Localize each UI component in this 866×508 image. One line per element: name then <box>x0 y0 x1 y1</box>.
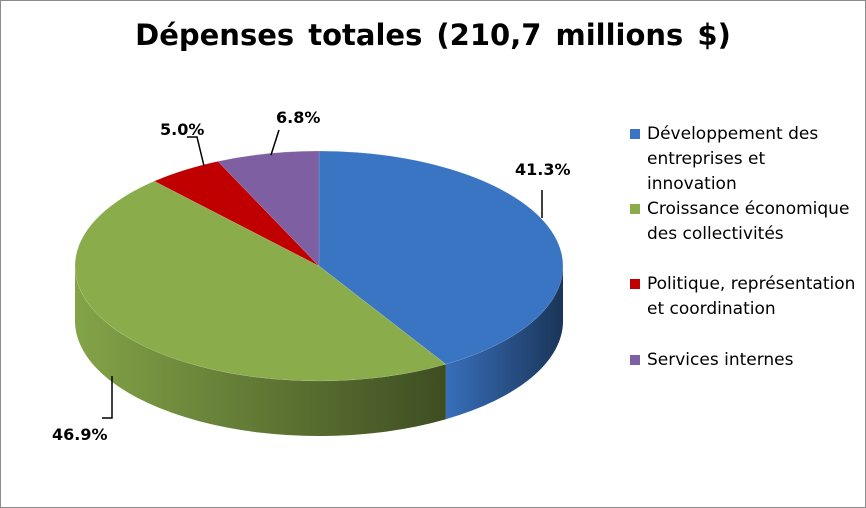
legend-item-services: Services internes <box>630 348 860 373</box>
data-label-developpement: 41.3% <box>515 160 571 179</box>
legend-label: Services internes <box>647 350 794 370</box>
pie-slice-services <box>217 150 320 267</box>
pie-slice-developpement <box>318 150 564 365</box>
legend-swatch <box>630 279 640 289</box>
leader-line-croissance <box>102 376 113 419</box>
leader-line-services <box>270 129 280 156</box>
leader-line-politique <box>187 136 205 167</box>
pie-side-shade-croissance <box>75 266 446 436</box>
data-label-croissance: 46.9% <box>52 425 108 444</box>
legend-item-politique: Politique, représentation et coordinatio… <box>630 272 860 348</box>
legend-item-developpement: Développement des entreprises et innovat… <box>630 122 860 197</box>
pie-slice-croissance <box>74 180 447 382</box>
legend-label: Politique, représentation et coordinatio… <box>647 274 856 319</box>
legend-swatch <box>630 204 640 214</box>
data-label-politique: 5.0% <box>160 120 204 139</box>
legend-label: Croissance économique des collectivités <box>647 199 850 244</box>
legend-label: Développement des entreprises et innovat… <box>647 124 819 194</box>
data-label-services: 6.8% <box>276 108 320 127</box>
legend-swatch <box>630 355 640 365</box>
legend-item-croissance: Croissance économique des collectivités <box>630 197 860 272</box>
pie-slice-politique <box>153 161 320 267</box>
pie-side-shade-developpement <box>445 266 563 420</box>
legend-swatch <box>630 129 640 139</box>
legend: Développement des entreprises et innovat… <box>630 122 860 373</box>
chart-title: Dépenses totales (210,7 millions $) <box>135 18 731 52</box>
